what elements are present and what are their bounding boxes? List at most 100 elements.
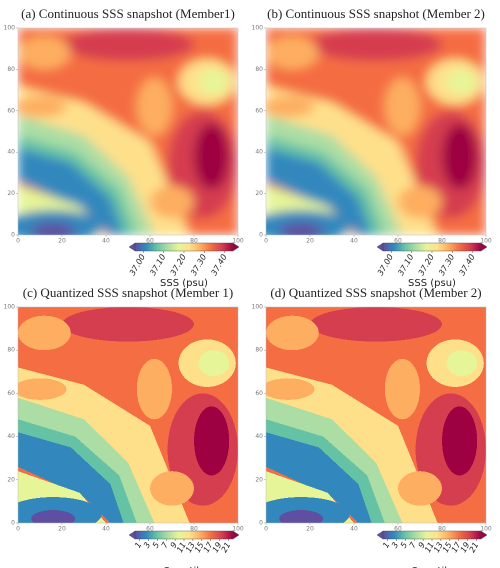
x-tick-label: 60 xyxy=(394,526,402,533)
x-tick-label: 100 xyxy=(232,526,244,533)
field-region xyxy=(279,510,324,523)
x-tick-label: 0 xyxy=(16,526,20,533)
x-tick-label: 100 xyxy=(480,526,492,533)
colorbar xyxy=(134,530,234,540)
colorbar-tick-label: 37.20 xyxy=(417,253,436,277)
y-tick-label: 80 xyxy=(255,347,263,354)
x-tick-label: 20 xyxy=(58,526,66,533)
field xyxy=(18,28,238,235)
colorbar-tick-label: 7 xyxy=(408,540,419,550)
colorbar-tick-label: 1 xyxy=(133,541,143,550)
y-tick-label: 80 xyxy=(255,66,263,73)
x-tick-label: 60 xyxy=(146,238,154,245)
field-region xyxy=(446,69,478,95)
x-tick-label: 0 xyxy=(16,238,20,245)
y-tick-label: 60 xyxy=(255,390,263,397)
colorbar-extend-high xyxy=(480,242,488,252)
colorbar-tick-label: 37.20 xyxy=(169,253,188,277)
field-region xyxy=(194,406,230,476)
plot-frame xyxy=(265,27,487,236)
colorbar-tick-label: 19 xyxy=(459,541,472,554)
colorbar-extend-high xyxy=(232,242,240,252)
panel-title: (d) Quantized SSS snapshot (Member 2) xyxy=(270,285,481,300)
colorbar-tick-label: 5 xyxy=(399,541,409,550)
colorbar xyxy=(382,530,482,540)
colorbar-extend-high xyxy=(232,530,240,540)
y-tick-label: 40 xyxy=(255,433,263,440)
field-region xyxy=(279,222,324,235)
field-region xyxy=(18,36,71,70)
field xyxy=(266,28,486,235)
colorbar-extend-low xyxy=(128,242,136,252)
colorbar-tick-label: 15 xyxy=(193,541,206,554)
field-region xyxy=(18,432,124,523)
x-tick-label: 100 xyxy=(480,238,492,245)
field-region xyxy=(62,28,194,62)
colorbar-tick-label: 7 xyxy=(160,540,171,550)
field-region xyxy=(266,96,315,118)
colorbar-tick-label: 37.40 xyxy=(457,253,476,277)
field-region xyxy=(442,123,478,190)
colorbar-tick-label: 9 xyxy=(169,541,179,550)
colorbar-tick-label: 21 xyxy=(220,541,233,554)
y-tick-label: 80 xyxy=(7,347,15,354)
colorbar-tick-label: 37.10 xyxy=(148,253,167,277)
x-tick-label: 0 xyxy=(264,238,268,245)
y-tick-label: 100 xyxy=(252,25,264,32)
colorbar-tick-label: 13 xyxy=(184,541,197,554)
field-region xyxy=(310,307,442,342)
colorbar-tick-label: 3 xyxy=(390,541,400,550)
y-tick-label: 100 xyxy=(4,304,16,311)
colorbar-tick-label: 37.00 xyxy=(376,253,395,277)
field-region xyxy=(398,471,442,506)
field-region xyxy=(18,378,67,400)
field-region xyxy=(266,36,319,70)
colorbar-tick-label: 15 xyxy=(441,541,454,554)
colorbar-tick-label: 5 xyxy=(151,541,161,550)
y-tick-label: 0 xyxy=(11,232,15,239)
field-region xyxy=(266,378,315,400)
colorbar-tick-label: 3 xyxy=(142,541,152,550)
x-tick-label: 20 xyxy=(58,238,66,245)
panel-title: (b) Continuous SSS snapshot (Member 2) xyxy=(267,6,485,21)
colorbar-extend-low xyxy=(128,530,136,540)
colorbar-tick-label: 21 xyxy=(468,541,481,554)
x-tick-label: 40 xyxy=(102,238,110,245)
x-tick-label: 60 xyxy=(394,238,402,245)
x-tick-label: 80 xyxy=(438,238,446,245)
field xyxy=(18,307,238,523)
colorbar-tick-label: 9 xyxy=(417,541,427,550)
plot-frame xyxy=(17,306,239,524)
colorbar-label: SSS (psu) xyxy=(408,278,456,289)
panel-title: (a) Continuous SSS snapshot (Member1) xyxy=(21,6,235,21)
plot-frame xyxy=(17,27,239,236)
x-tick-label: 80 xyxy=(190,238,198,245)
field-region xyxy=(384,358,420,420)
field-shapes xyxy=(18,307,238,523)
field-region xyxy=(194,123,230,190)
colorbar-extend-high xyxy=(480,530,488,540)
y-tick-label: 100 xyxy=(252,304,264,311)
colorbar-tick-label: 1 xyxy=(381,541,391,550)
field-region xyxy=(18,148,124,235)
y-tick-label: 60 xyxy=(7,390,15,397)
y-tick-label: 40 xyxy=(255,149,263,156)
y-tick-label: 40 xyxy=(7,433,15,440)
field-region xyxy=(266,432,372,523)
colorbar-label: Quantile xyxy=(411,566,453,568)
colorbar-label: SSS (psu) xyxy=(160,278,208,289)
colorbar-extend-low xyxy=(376,530,384,540)
colorbar-tick-label: 37.00 xyxy=(128,253,147,277)
colorbar-tick-label: 13 xyxy=(432,541,445,554)
y-tick-label: 20 xyxy=(7,190,15,197)
y-tick-label: 40 xyxy=(7,149,15,156)
field-shapes xyxy=(266,307,486,523)
x-tick-label: 80 xyxy=(438,526,446,533)
colorbar-label: Quantile xyxy=(163,566,205,568)
field-region xyxy=(442,406,478,476)
colorbar-tick-label: 37.30 xyxy=(437,253,456,277)
x-tick-label: 60 xyxy=(146,526,154,533)
colorbar xyxy=(134,242,234,252)
field-region xyxy=(150,471,194,506)
